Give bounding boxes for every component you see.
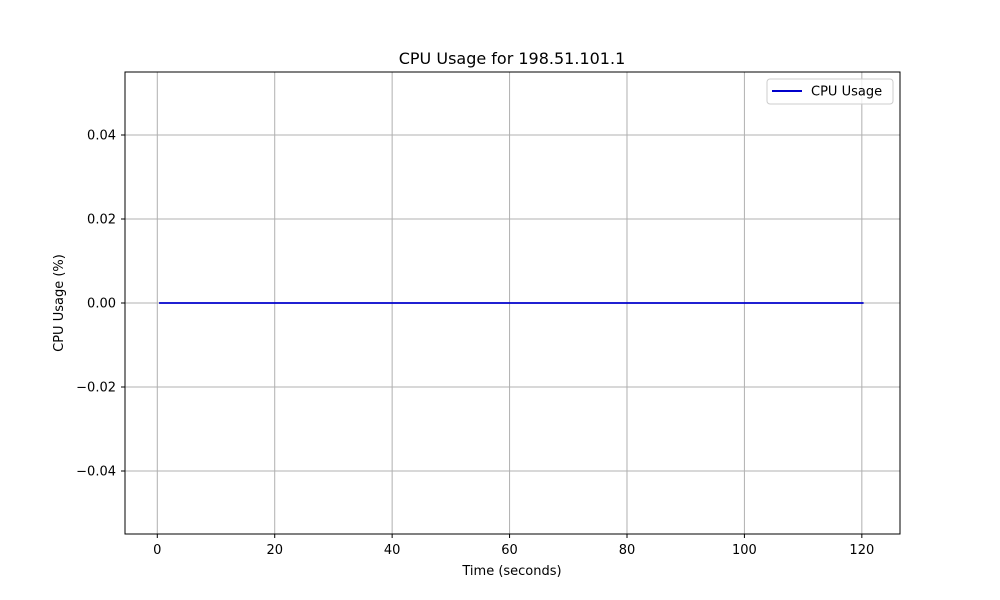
x-tick-label: 60 bbox=[501, 543, 518, 558]
y-tick-label: 0.00 bbox=[87, 297, 116, 312]
y-tick-label: 0.04 bbox=[87, 129, 116, 144]
x-tick-label: 0 bbox=[153, 543, 161, 558]
y-tick-label: −0.04 bbox=[76, 465, 116, 480]
chart-title: CPU Usage for 198.51.101.1 bbox=[399, 49, 626, 68]
y-tick-label: 0.02 bbox=[87, 213, 116, 228]
y-axis-ticks: −0.04 −0.02 0.00 0.02 0.04 bbox=[76, 129, 125, 480]
legend: CPU Usage bbox=[766, 78, 894, 105]
x-tick-label: 20 bbox=[266, 543, 283, 558]
legend-label-cpu-usage: CPU Usage bbox=[811, 85, 882, 100]
x-tick-label: 120 bbox=[849, 543, 874, 558]
x-tick-label: 80 bbox=[619, 543, 636, 558]
x-axis-ticks: 0 20 40 60 80 100 120 bbox=[153, 534, 874, 558]
x-tick-label: 40 bbox=[384, 543, 401, 558]
x-tick-label: 100 bbox=[732, 543, 757, 558]
y-tick-label: −0.02 bbox=[76, 381, 116, 396]
legend-box bbox=[766, 78, 894, 105]
x-axis-label: Time (seconds) bbox=[461, 564, 561, 579]
y-axis-label: CPU Usage (%) bbox=[52, 254, 67, 352]
